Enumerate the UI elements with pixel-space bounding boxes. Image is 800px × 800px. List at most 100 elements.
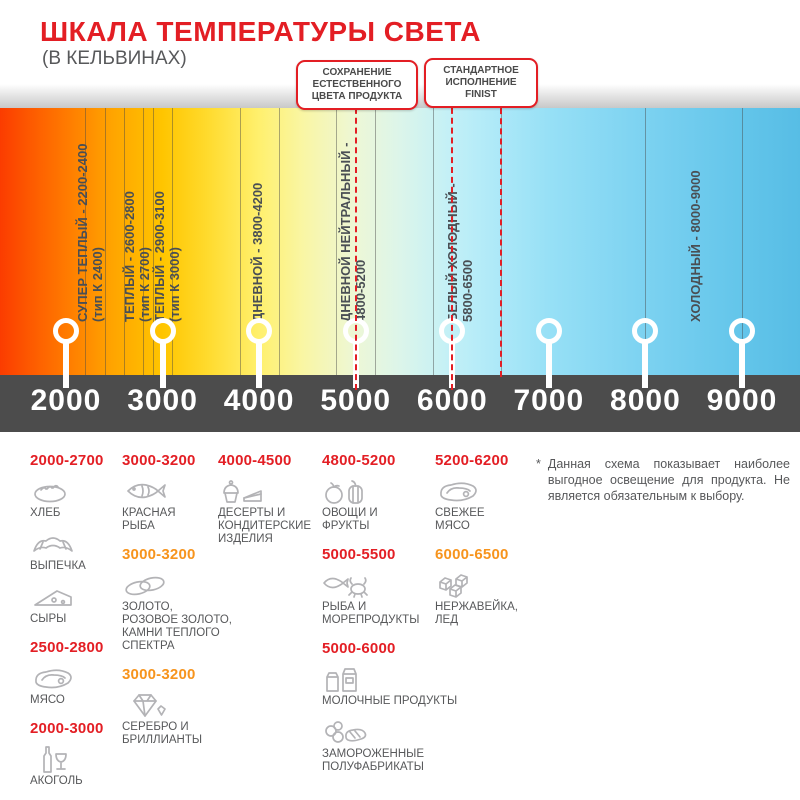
footnote-text: Данная схема показывает наиболее выгодно… bbox=[547, 457, 790, 503]
legend-column: 4800-5200 ОВОЩИ И ФРУКТЫ 5000-5500 РЫБА И М… bbox=[322, 452, 457, 787]
legend-group: 3000-3200 СЕРЕБРО И БРИЛЛИАНТЫ bbox=[122, 666, 232, 747]
legend-item-label: ЗАМОРОЖЕННЫЕ ПОЛУФАБРИКАТЫ bbox=[322, 748, 425, 773]
band-label-line: (тип К 3000) bbox=[167, 247, 182, 322]
legend-item-label: РЫБА И МОРЕПРОДУКТЫ bbox=[322, 601, 420, 626]
fresh-meat-icon bbox=[435, 476, 518, 506]
callout-connector-dashed-line bbox=[451, 98, 454, 390]
legend-item-label: ХЛЕБ bbox=[30, 507, 61, 519]
legend-item: НЕРЖАВЕЙКА, ЛЕД bbox=[435, 570, 518, 627]
callout-finist-standard: СТАНДАРТНОЕ ИСПОЛНЕНИЕ FINIST bbox=[424, 58, 538, 108]
legend-item: СЕРЕБРО И БРИЛЛИАНТЫ bbox=[122, 690, 232, 747]
scale-marker-stem bbox=[738, 343, 745, 388]
legend-item-label: ЗОЛОТО, РОЗОВОЕ ЗОЛОТО, КАМНИ ТЕПЛОГО СП… bbox=[122, 601, 232, 652]
legend-item: ЗОЛОТО, РОЗОВОЕ ЗОЛОТО, КАМНИ ТЕПЛОГО СП… bbox=[122, 570, 232, 653]
alcohol-icon bbox=[30, 744, 104, 774]
legend-range-header: 2000-2700 bbox=[30, 452, 104, 469]
scale-tick-label: 7000 bbox=[513, 384, 585, 417]
band-label: ДНЕВНОЙ НЕЙТРАЛЬНЫЙ -4800-5200 bbox=[338, 143, 368, 322]
scale-axis-band bbox=[0, 375, 800, 432]
ice-icon bbox=[435, 570, 518, 600]
band-label: ХОЛОДНЫЙ - 8000-9000 bbox=[688, 170, 703, 322]
band-boundary-line bbox=[375, 108, 376, 375]
legend-item: КРАСНАЯ РЫБА bbox=[122, 476, 232, 533]
callout-line: СОХРАНЕНИЕ bbox=[322, 67, 392, 78]
legend-range-header: 3000-3200 bbox=[122, 452, 196, 469]
legend-item: СВЕЖЕЕ МЯСО bbox=[435, 476, 518, 533]
callout-natural-color: СОХРАНЕНИЕ ЕСТЕСТВЕННОГО ЦВЕТА ПРОДУКТА bbox=[296, 60, 418, 110]
band-label-line: (тип К 2700) bbox=[137, 247, 152, 322]
legend-group: 6000-6500 НЕРЖАВЕЙКА, ЛЕД bbox=[435, 546, 518, 627]
scale-tick-label: 8000 bbox=[610, 384, 681, 417]
scale-marker-stem bbox=[256, 343, 263, 388]
legend-group: 2000-3000 АКОГОЛЬ bbox=[30, 720, 104, 788]
band-label: СУПЕР ТЕПЛЫЙ - 2200-2400 (тип К 2400) bbox=[75, 144, 105, 322]
callout-line: FINIST bbox=[465, 89, 497, 100]
legend-group: 3000-3200 КРАСНАЯ РЫБА bbox=[122, 452, 232, 533]
legend-item-label: ДЕСЕРТЫ И КОНДИТЕРСКИЕ ИЗДЕЛИЯ bbox=[218, 507, 312, 545]
legend-item: ЗАМОРОЖЕННЫЕ ПОЛУФАБРИКАТЫ bbox=[322, 717, 457, 774]
legend-item: ОВОЩИ И ФРУКТЫ bbox=[322, 476, 457, 533]
scale-marker-stem bbox=[545, 343, 552, 388]
band-label: ТЕПЛЫЙ - 2600-2800 (тип К 2700) bbox=[122, 191, 152, 322]
legend-range-header: 4000-4500 bbox=[218, 452, 292, 469]
band-label: ДНЕВНОЙ - 3800-4200 bbox=[250, 183, 265, 322]
legend-group: 4800-5200 ОВОЩИ И ФРУКТЫ bbox=[322, 452, 457, 533]
band-boundary-line bbox=[123, 108, 125, 375]
legend-range-header: 3000-3200 bbox=[122, 666, 196, 683]
scale-marker-ring bbox=[728, 318, 755, 344]
callout-line: СТАНДАРТНОЕ bbox=[443, 65, 519, 76]
legend-column: 2000-2700 ХЛЕБ ВЫПЕЧКА СЫРЫ 2500-2800 МЯСО 200… bbox=[30, 452, 104, 800]
page-subtitle: (В КЕЛЬВИНАХ) bbox=[42, 48, 187, 69]
scale-tick-label: 2000 bbox=[30, 384, 102, 417]
scale-tick-label: 9000 bbox=[706, 384, 778, 417]
legend-item: МОЛОЧНЫЕ ПРОДУКТЫ bbox=[322, 664, 457, 708]
legend-column: 3000-3200 КРАСНАЯ РЫБА 3000-3200 ЗОЛОТО, РО… bbox=[122, 452, 232, 760]
band-boundary-line bbox=[104, 108, 106, 375]
meat-icon bbox=[30, 663, 104, 693]
fish-icon bbox=[122, 476, 232, 506]
callout-connector-dashed-line bbox=[499, 98, 502, 377]
desserts-icon bbox=[218, 476, 311, 506]
kelvin-gradient-bar bbox=[0, 108, 800, 375]
scale-tick-label: 4000 bbox=[223, 384, 295, 417]
callout-line: ЕСТЕСТВЕННОГО bbox=[312, 79, 402, 90]
scale-marker-ring bbox=[535, 318, 562, 344]
scale-tick-label: 3000 bbox=[127, 384, 198, 417]
frozen-icon bbox=[322, 717, 457, 747]
legend-item-label: СВЕЖЕЕ МЯСО bbox=[435, 507, 485, 532]
scale-marker-stem bbox=[159, 343, 166, 388]
cheese-icon bbox=[30, 582, 104, 612]
legend-item-label: МОЛОЧНЫЕ ПРОДУКТЫ bbox=[322, 695, 458, 707]
band-boundary-line bbox=[172, 108, 174, 375]
legend-item-label: АКОГОЛЬ bbox=[30, 775, 83, 787]
legend-group: 3000-3200 ЗОЛОТО, РОЗОВОЕ ЗОЛОТО, КАМНИ Т… bbox=[122, 546, 232, 653]
band-label-line: ТЕПЛЫЙ - 2600-2800 bbox=[122, 191, 137, 322]
band-label: БЕЛЫЙ ХОЛОДНЫЙ -5800-6500 bbox=[445, 183, 475, 322]
legend-group: 2000-2700 ХЛЕБ ВЫПЕЧКА СЫРЫ bbox=[30, 452, 104, 626]
legend-group: 5000-6000 МОЛОЧНЫЕ ПРОДУКТЫ ЗАМОРОЖЕННЫЕ П… bbox=[322, 640, 457, 774]
legend-item: ВЫПЕЧКА bbox=[30, 529, 104, 573]
band-boundary-line bbox=[433, 108, 434, 375]
croissant-icon bbox=[30, 529, 104, 559]
legend-column: 5200-6200 СВЕЖЕЕ МЯСО 6000-6500 НЕРЖАВЕЙКА,… bbox=[435, 452, 518, 640]
legend-item-label: НЕРЖАВЕЙКА, ЛЕД bbox=[435, 601, 518, 626]
callout-connector-dashed-line bbox=[354, 98, 357, 390]
legend-range-header: 6000-6500 bbox=[435, 546, 509, 563]
legend-range-header: 5000-6000 bbox=[322, 640, 396, 657]
legend-item: ДЕСЕРТЫ И КОНДИТЕРСКИЕ ИЗДЕЛИЯ bbox=[218, 476, 311, 546]
legend-item-label: СЕРЕБРО И БРИЛЛИАНТЫ bbox=[122, 721, 203, 746]
legend-item: ХЛЕБ bbox=[30, 476, 104, 520]
band-label-line: ДНЕВНОЙ НЕЙТРАЛЬНЫЙ - bbox=[338, 142, 353, 322]
scale-marker-ring bbox=[149, 318, 176, 344]
legend-range-header: 3000-3200 bbox=[122, 546, 196, 563]
legend-item-label: КРАСНАЯ РЫБА bbox=[122, 507, 176, 532]
vegetables-icon bbox=[322, 476, 457, 506]
footnote-asterisk: * bbox=[536, 457, 541, 471]
band-label-line: СУПЕР ТЕПЛЫЙ - 2200-2400 bbox=[75, 143, 90, 322]
legend-item: РЫБА И МОРЕПРОДУКТЫ bbox=[322, 570, 457, 627]
callout-line: ИСПОЛНЕНИЕ bbox=[445, 77, 517, 88]
legend-column: 4000-4500 ДЕСЕРТЫ И КОНДИТЕРСКИЕ ИЗДЕЛИЯ bbox=[218, 452, 311, 559]
scale-marker-stem bbox=[63, 343, 69, 388]
legend-item-label: МЯСО bbox=[30, 694, 65, 706]
legend-range-header: 4800-5200 bbox=[322, 452, 396, 469]
